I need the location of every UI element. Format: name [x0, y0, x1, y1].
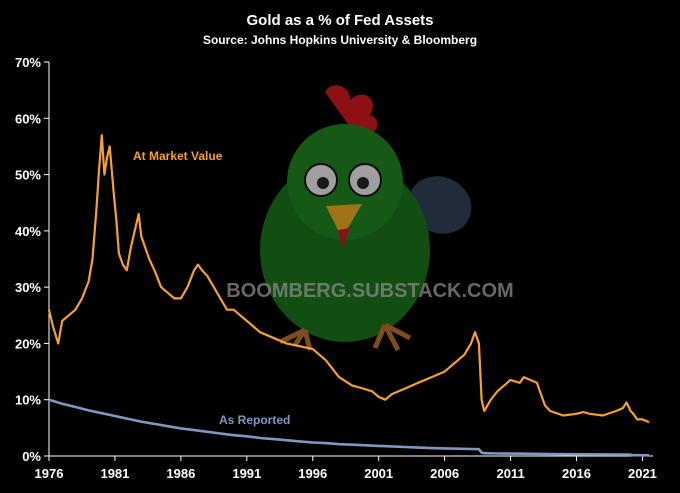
y-tick-label: 70% [15, 55, 41, 70]
y-tick-label: 20% [15, 336, 41, 351]
x-tick-label: 1986 [166, 466, 195, 481]
x-tick-label: 2016 [562, 466, 591, 481]
series-line-market-value [47, 134, 650, 424]
y-tick-label: 10% [15, 393, 41, 408]
x-tick-label: 2021 [628, 466, 657, 481]
series-layer [47, 134, 650, 457]
series-label-as-reported: As Reported [219, 413, 290, 427]
series-line-as-reported [48, 398, 650, 457]
y-tick-label: 40% [15, 224, 41, 239]
x-axis: 1976 1981 1986 1991 1996 2001 2006 2011 2016 2021 [35, 455, 657, 481]
y-tick-label: 50% [15, 168, 41, 183]
x-tick-label: 1981 [100, 466, 129, 481]
x-tick-label: 2011 [496, 466, 524, 481]
watermark-text: BOOMBERG.SUBSTACK.COM [226, 280, 513, 302]
y-tick-label: 60% [15, 111, 41, 126]
x-tick-label: 2006 [430, 466, 459, 481]
y-axis: 0% 10% 20% 30% 40% 50% 60% 70% [15, 55, 50, 464]
x-tick-label: 1991 [232, 466, 261, 481]
y-tick-label: 0% [22, 449, 41, 464]
x-tick-label: 2001 [364, 466, 393, 481]
chart-subtitle: Source: Johns Hopkins University & Bloom… [203, 33, 477, 47]
series-label-market-value: At Market Value [133, 149, 223, 163]
x-tick-label: 1996 [298, 466, 327, 481]
x-tick-label: 1976 [35, 466, 64, 481]
rooster-mascot-icon [260, 85, 472, 352]
y-tick-label: 30% [15, 280, 41, 295]
chart-title: Gold as a % of Fed Assets [247, 12, 434, 29]
